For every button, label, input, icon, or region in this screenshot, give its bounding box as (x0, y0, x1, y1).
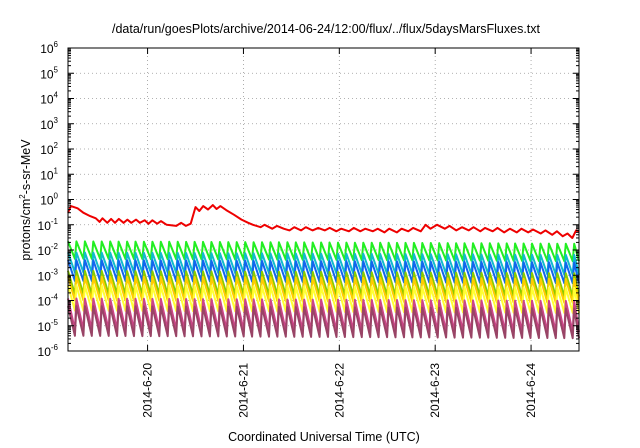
x-axis-label: Coordinated Universal Time (UTC) (228, 430, 420, 444)
x-tick-group: 2014-6-20 2014-6-21 2014-6-22 2014-6-23 2014… (141, 48, 538, 418)
y-tick-label: 10-4 (38, 293, 59, 309)
y-tick-label: 102 (40, 141, 58, 157)
chart-title: /data/run/goesPlots/archive/2014-06-24/1… (112, 22, 541, 36)
x-tick-label: 2014-6-22 (332, 363, 346, 418)
series-line-4 (67, 269, 580, 298)
y-tick-label: 101 (40, 166, 58, 182)
series-line-8 (67, 305, 580, 340)
series-line-1 (67, 240, 580, 263)
y-axis-label: protons/cm2-s-sr-MeV (18, 139, 33, 261)
y-tick-label: 10-1 (38, 217, 59, 233)
y-tick-label: 10-6 (38, 343, 59, 359)
series-line-5 (67, 275, 580, 304)
series-line-7 (67, 297, 580, 333)
y-tick-label: 10-5 (38, 318, 59, 334)
y-tick-label: 10-3 (38, 267, 59, 283)
y-tick-label: 105 (40, 65, 58, 81)
y-tick-label: 100 (40, 192, 58, 208)
y-tick-label: 104 (40, 91, 58, 107)
x-tick-label: 2014-6-23 (428, 363, 442, 418)
y-tick-group: 10-6 10-5 10-4 10-3 10-2 10-1 100 101 102 103 104 1… (38, 40, 579, 359)
y-tick-label: 10-2 (38, 242, 59, 258)
y-tick-label: 103 (40, 116, 58, 132)
y-tick-label: 106 (40, 40, 58, 56)
series-line-3 (67, 259, 580, 285)
series-line-2 (67, 251, 580, 276)
x-tick-label: 2014-6-21 (236, 363, 250, 418)
series-line-6 (67, 284, 580, 314)
x-tick-label: 2014-6-20 (141, 363, 155, 418)
x-tick-label: 2014-6-24 (524, 363, 538, 418)
series-line-0 (67, 204, 580, 239)
series-group (67, 204, 580, 340)
